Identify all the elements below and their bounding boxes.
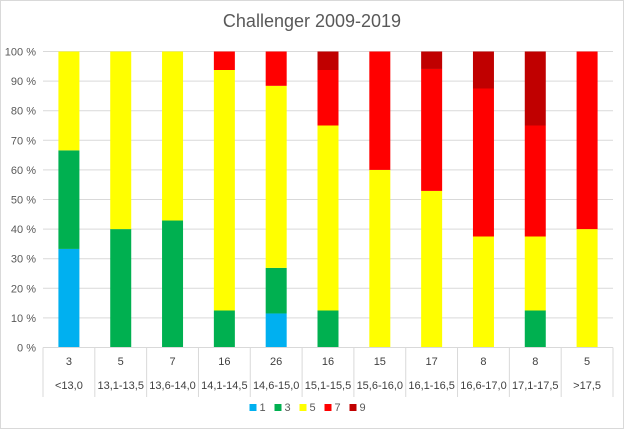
bar-segment-7-5 bbox=[317, 70, 339, 126]
x-category-label: 13,1-13,5 bbox=[97, 380, 143, 392]
bar-segment-5-9 bbox=[524, 236, 546, 311]
x-category-label: 15,6-16,0 bbox=[357, 380, 403, 392]
bar-segment-5-2 bbox=[162, 51, 184, 221]
legend-swatch-9 bbox=[349, 404, 357, 411]
bar-segment-5-10 bbox=[576, 229, 598, 348]
legend-label-5: 5 bbox=[310, 402, 316, 414]
x-category-label: 16,1-16,5 bbox=[408, 380, 454, 392]
legend-label-9: 9 bbox=[360, 402, 366, 414]
chart-title: Challenger 2009-2019 bbox=[223, 11, 401, 31]
y-tick-label: 100 % bbox=[5, 47, 36, 59]
x-count-label: 7 bbox=[169, 356, 175, 368]
y-tick-label: 60 % bbox=[11, 165, 36, 177]
bar-segment-3-9 bbox=[524, 310, 546, 348]
x-count-label: 5 bbox=[118, 356, 124, 368]
x-category-label: <13,0 bbox=[55, 380, 83, 392]
bar-segment-5-6 bbox=[369, 169, 391, 348]
bar-segment-5-8 bbox=[472, 236, 494, 348]
bar-segment-7-6 bbox=[369, 51, 391, 170]
y-tick-label: 40 % bbox=[11, 224, 36, 236]
x-count-label: 17 bbox=[426, 356, 438, 368]
x-count-label: 8 bbox=[480, 356, 486, 368]
bar-segment-5-1 bbox=[110, 51, 132, 230]
y-tick-label: 80 % bbox=[11, 106, 36, 118]
legend-swatch-1 bbox=[249, 404, 257, 411]
legend-label-1: 1 bbox=[260, 402, 266, 414]
bar-segment-3-5 bbox=[317, 310, 339, 348]
bar-segment-7-3 bbox=[213, 51, 235, 70]
x-category-label: 17,1-17,5 bbox=[512, 380, 558, 392]
bar-segment-5-5 bbox=[317, 125, 339, 311]
x-count-label: 5 bbox=[584, 356, 590, 368]
x-category-label: 15,1-15,5 bbox=[305, 380, 351, 392]
x-category-label: 14,6-15,0 bbox=[253, 380, 299, 392]
x-count-label: 16 bbox=[322, 356, 334, 368]
bar-segment-9-8 bbox=[472, 51, 494, 89]
y-tick-label: 50 % bbox=[11, 195, 36, 207]
x-category-label: 14,1-14,5 bbox=[201, 380, 247, 392]
y-tick-label: 20 % bbox=[11, 283, 36, 295]
bar-segment-3-4 bbox=[265, 267, 287, 314]
legend: 1 3 5 7 9 bbox=[249, 402, 366, 414]
bar-segment-1-4 bbox=[265, 313, 287, 348]
legend-swatch-7 bbox=[324, 404, 332, 411]
y-tick-label: 70 % bbox=[11, 135, 36, 147]
bar-segment-5-0 bbox=[58, 51, 80, 151]
bar-segment-3-3 bbox=[213, 310, 235, 348]
legend-label-7: 7 bbox=[335, 402, 341, 414]
x-category-label: >17,5 bbox=[573, 380, 601, 392]
bar-segment-9-9 bbox=[524, 51, 546, 126]
bar-segment-9-5 bbox=[317, 51, 339, 70]
x-category-label: 16,6-17,0 bbox=[460, 380, 506, 392]
y-tick-label: 0 % bbox=[17, 343, 36, 355]
x-count-label: 3 bbox=[66, 356, 72, 368]
bar-segment-7-10 bbox=[576, 51, 598, 230]
legend-swatch-5 bbox=[299, 404, 307, 411]
legend-label-3: 3 bbox=[285, 402, 291, 414]
x-axis: 3 <13,0 5 13,1-13,5 7 13,6-14,0 16 14,1-14,5 26 1… bbox=[42, 347, 614, 397]
y-tick-label: 30 % bbox=[11, 254, 36, 266]
bar-segment-3-2 bbox=[162, 220, 184, 348]
x-count-label: 26 bbox=[270, 356, 282, 368]
bar-segment-5-4 bbox=[265, 85, 287, 268]
bars bbox=[58, 51, 598, 348]
bar-segment-7-7 bbox=[421, 68, 443, 191]
x-category-label: 13,6-14,0 bbox=[149, 380, 195, 392]
x-count-label: 8 bbox=[532, 356, 538, 368]
y-tick-label: 90 % bbox=[11, 76, 36, 88]
y-tick-label: 10 % bbox=[11, 313, 36, 325]
x-count-label: 16 bbox=[218, 356, 230, 368]
x-count-label: 15 bbox=[374, 356, 386, 368]
bar-segment-1-0 bbox=[58, 248, 80, 348]
bar-segment-7-9 bbox=[524, 125, 546, 237]
bar-segment-7-4 bbox=[265, 51, 287, 86]
bar-segment-3-1 bbox=[110, 229, 132, 348]
y-axis-ticks: 0 % 10 % 20 % 30 % 40 % 50 % 60 % 70 % 80 % 90 % 1… bbox=[5, 47, 36, 355]
bar-segment-7-8 bbox=[472, 88, 494, 237]
bar-segment-9-7 bbox=[421, 51, 443, 69]
legend-swatch-3 bbox=[274, 404, 282, 411]
bar-segment-5-3 bbox=[213, 70, 235, 311]
bar-segment-3-0 bbox=[58, 150, 80, 249]
bar-segment-5-7 bbox=[421, 190, 443, 348]
